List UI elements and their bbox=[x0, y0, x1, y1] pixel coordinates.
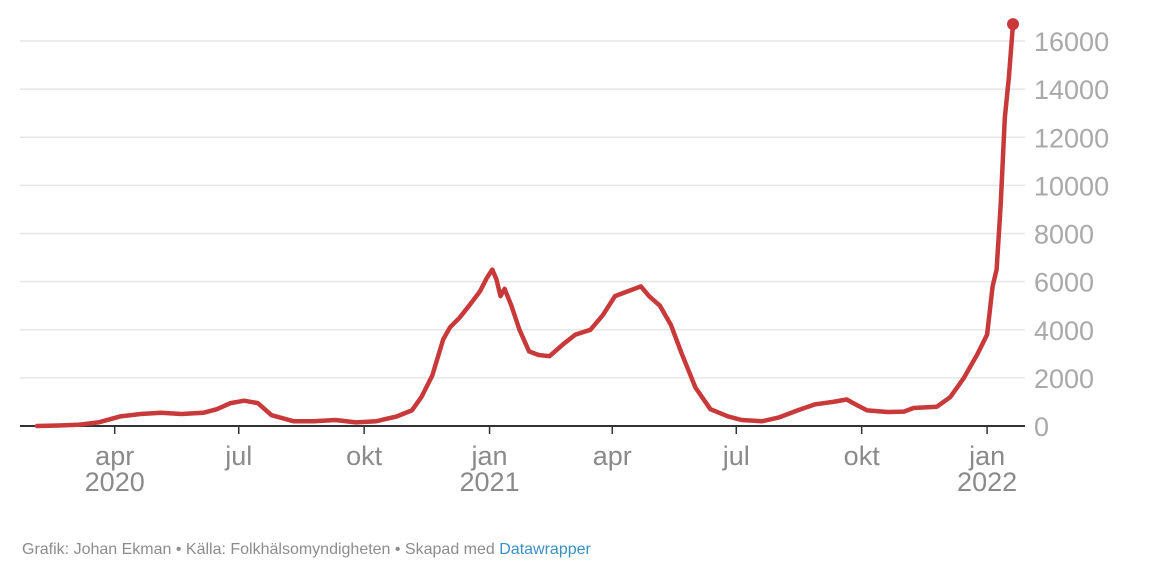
series-end-point bbox=[1007, 18, 1019, 31]
y-tick-label: 2000 bbox=[1034, 364, 1094, 394]
y-tick-label: 4000 bbox=[1034, 316, 1094, 346]
y-tick-label: 12000 bbox=[1034, 123, 1109, 153]
line-chart: 0 2000 4000 6000 8000 10000 12000 14000 16000 ap… bbox=[20, 18, 1109, 497]
series-layer bbox=[34, 18, 1019, 429]
x-tick-label: jan bbox=[471, 441, 508, 471]
x-tick-label: jul bbox=[722, 441, 750, 471]
x-tick-year-label: 2020 bbox=[85, 467, 145, 497]
x-tick-label: jan bbox=[968, 441, 1005, 471]
x-tick-label: apr bbox=[593, 441, 632, 471]
x-tick-label: apr bbox=[95, 441, 134, 471]
y-axis-tick-labels: 0 2000 4000 6000 8000 10000 12000 14000 16000 bbox=[1034, 27, 1109, 442]
x-tick-year-label: 2021 bbox=[460, 467, 520, 497]
series-line bbox=[34, 21, 1016, 429]
x-tick-label: okt bbox=[346, 441, 383, 471]
chart-footer: Grafik: Johan Ekman • Källa: Folkhälsomy… bbox=[22, 541, 591, 559]
x-tick-year-label: 2022 bbox=[957, 467, 1017, 497]
y-tick-label: 16000 bbox=[1034, 27, 1109, 57]
x-tick-label: jul bbox=[224, 441, 252, 471]
y-tick-label: 8000 bbox=[1034, 220, 1094, 250]
gridlines bbox=[20, 40, 1025, 427]
y-tick-label: 0 bbox=[1034, 412, 1049, 442]
footer-credits: Grafik: Johan Ekman • Källa: Folkhälsomy… bbox=[22, 541, 495, 558]
y-tick-label: 10000 bbox=[1034, 171, 1109, 201]
datawrapper-link[interactable]: Datawrapper bbox=[499, 541, 591, 558]
y-tick-label: 14000 bbox=[1034, 75, 1109, 105]
y-tick-label: 6000 bbox=[1034, 268, 1094, 298]
x-tick-label: okt bbox=[844, 441, 881, 471]
